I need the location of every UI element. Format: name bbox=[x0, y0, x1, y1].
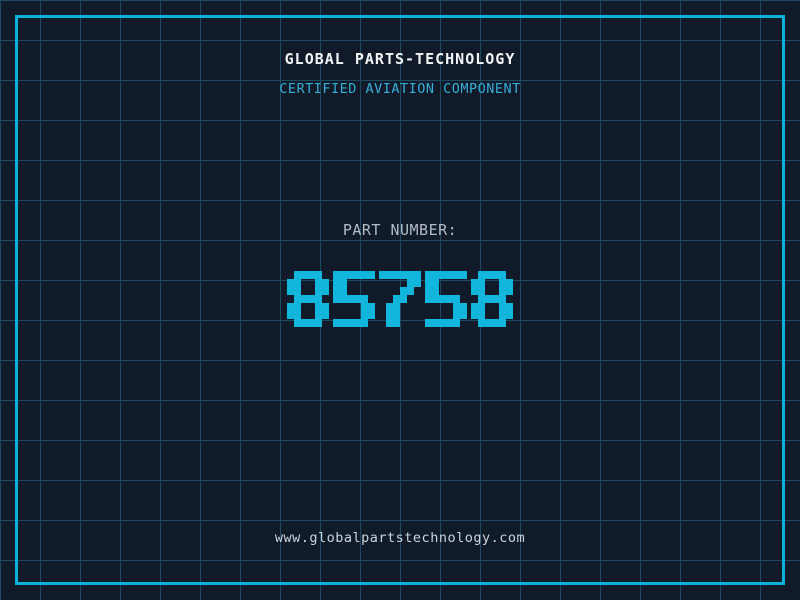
pixel-digit bbox=[425, 271, 467, 327]
pixel-digit bbox=[471, 271, 513, 327]
pixel-digit bbox=[379, 271, 421, 327]
website-url: www.globalpartstechnology.com bbox=[274, 530, 526, 546]
pixel-digit bbox=[287, 271, 329, 327]
pixel-digit bbox=[333, 271, 375, 327]
part-number-value bbox=[0, 271, 800, 327]
certification-subtitle: CERTIFIED AVIATION COMPONENT bbox=[279, 81, 521, 97]
company-title: GLOBAL PARTS-TECHNOLOGY bbox=[284, 50, 516, 68]
part-number-label: PART NUMBER: bbox=[342, 221, 458, 239]
